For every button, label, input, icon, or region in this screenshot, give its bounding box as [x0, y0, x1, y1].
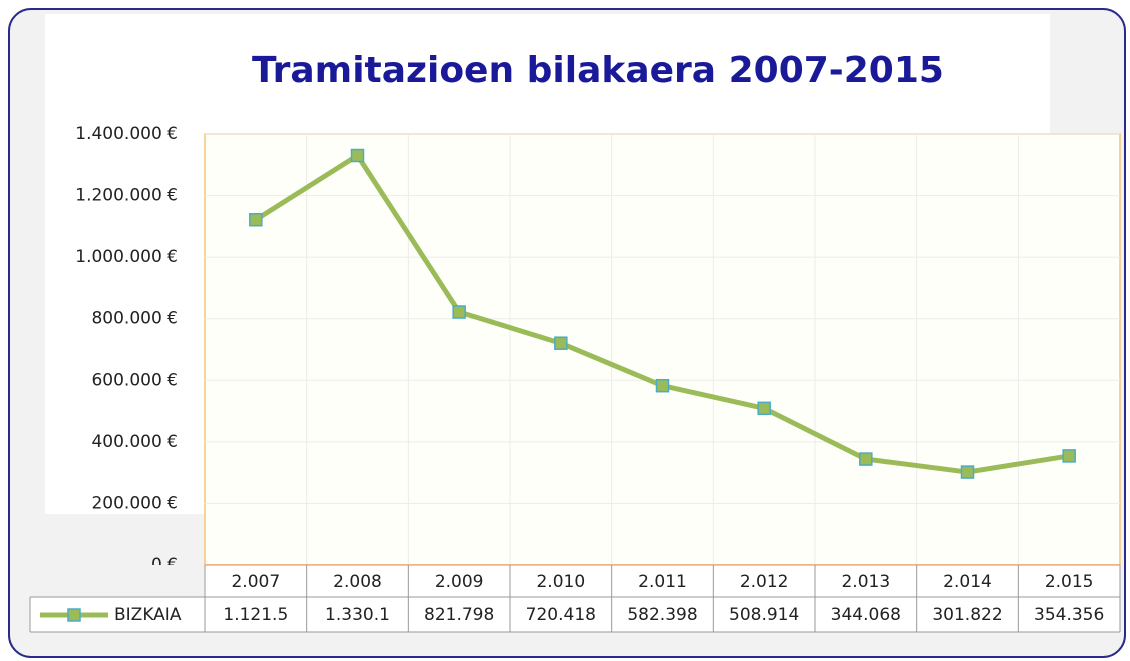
table-value: 301.822 [932, 605, 1002, 625]
x-tick-label: 2.014 [943, 572, 992, 592]
y-tick-label: 400.000 € [91, 432, 178, 452]
legend-cell-blank [30, 565, 205, 597]
x-tick-label: 2.010 [536, 572, 585, 592]
x-tick-label: 2.012 [740, 572, 789, 592]
data-point [859, 452, 873, 466]
data-point [554, 336, 568, 350]
table-value: 720.418 [526, 605, 596, 625]
data-point [350, 148, 365, 163]
x-tick-label: 2.008 [333, 572, 382, 592]
data-point [452, 305, 466, 319]
chart-title: Tramitazioen bilakaera 2007-2015 [252, 50, 944, 91]
plot-area [204, 133, 1121, 566]
table-value: 1.121.5 [223, 605, 288, 625]
y-tick-label: 1.200.000 € [75, 186, 178, 206]
y-tick-label: 800.000 € [91, 309, 178, 329]
data-point [960, 465, 975, 479]
y-tick-label: 600.000 € [91, 370, 178, 390]
x-tick-label: 2.013 [841, 572, 890, 592]
x-tick-label: 2.009 [435, 572, 484, 592]
table-value: 1.330.1 [325, 605, 390, 625]
table-value: 354.356 [1034, 605, 1104, 625]
legend-marker [67, 608, 81, 622]
x-tick-label: 2.015 [1045, 572, 1094, 592]
x-tick-label: 2.007 [231, 572, 280, 592]
data-point [249, 212, 263, 227]
data-point [655, 378, 670, 393]
x-tick-label: 2.011 [638, 572, 687, 592]
table-value: 821.798 [424, 605, 494, 625]
table-value: 508.914 [729, 605, 799, 625]
data-point [757, 401, 771, 416]
y-tick-label: 1.000.000 € [75, 247, 178, 267]
table-value: 582.398 [627, 605, 697, 625]
y-tick-label: 200.000 € [91, 493, 178, 513]
data-table [30, 565, 1120, 632]
y-tick-label: 1.400.000 € [75, 124, 178, 144]
data-point [1062, 449, 1076, 463]
table-value: 344.068 [831, 605, 901, 625]
legend-label: BIZKAIA [114, 605, 182, 625]
